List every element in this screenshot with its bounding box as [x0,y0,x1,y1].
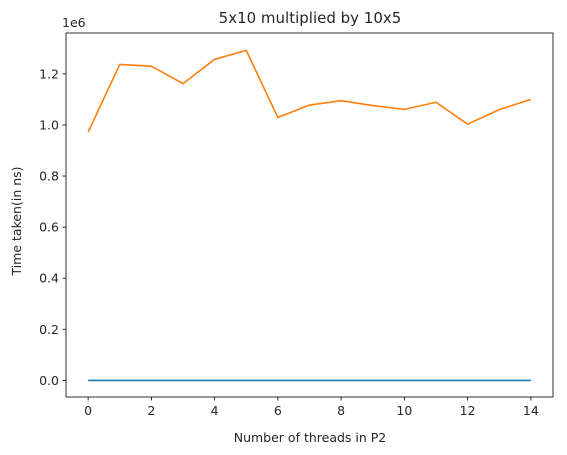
chart-title: 5x10 multiplied by 10x5 [219,9,402,27]
y-tick-label: 0.2 [39,322,59,337]
y-tick-label: 0.6 [39,220,59,235]
plot-frame [65,32,554,398]
plot-area [66,33,553,397]
x-tick-label: 10 [396,403,412,418]
y-axis-offset-label: 1e6 [62,15,86,30]
x-tick-label: 6 [274,403,282,418]
plot-background [66,33,553,397]
y-tick-label: 1.2 [39,66,59,81]
x-tick-label: 14 [523,403,539,418]
y-tick-label: 0.0 [39,373,59,388]
y-tick-label: 1.0 [39,117,59,132]
x-axis-label: Number of threads in P2 [234,430,387,445]
x-tick-label: 2 [147,403,155,418]
x-tick-label: 4 [211,403,219,418]
x-tick-label: 12 [460,403,476,418]
y-tick-label: 0.4 [39,271,59,286]
axes-layer: 0 2 4 6 8 10 12 14 0.0 0.2 0.4 0.6 0.8 1.0 1.2 [39,32,554,418]
x-tick-label: 0 [84,403,92,418]
y-axis-label: Time taken(in ns) [9,166,24,276]
x-tick-label: 8 [337,403,345,418]
series-line-2 [87,49,532,133]
y-tick-label: 0.8 [39,169,59,184]
series-layer [87,49,532,382]
